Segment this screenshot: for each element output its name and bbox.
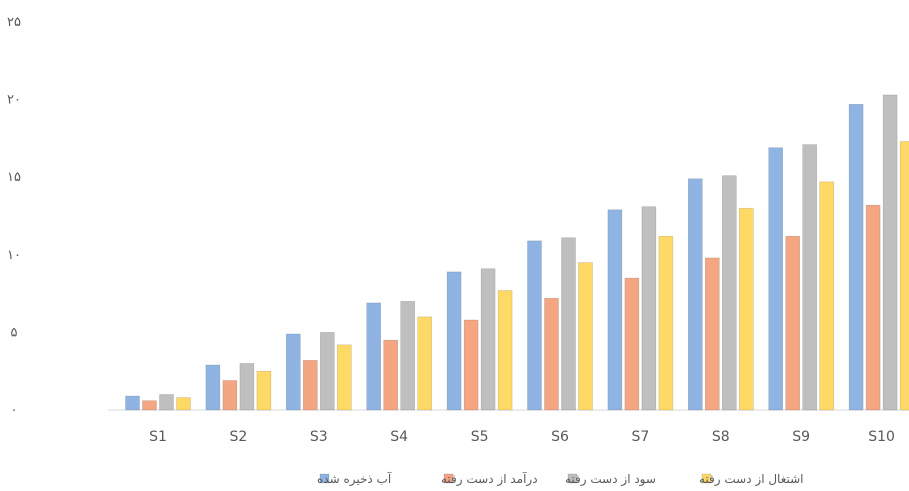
bar-s9-series-2 [785, 235, 801, 411]
bar-s8-series-3 [721, 175, 737, 411]
legend-swatch-series-2 [443, 473, 454, 484]
y-tick-label: ۲۰ [7, 93, 21, 108]
x-tick-label-s4: S4 [390, 429, 408, 445]
x-tick-label-s8: S8 [712, 429, 730, 445]
bar-s7-series-3 [641, 206, 657, 411]
x-tick-label-s9: S9 [792, 429, 810, 445]
x-tick-label-s5: S5 [471, 429, 489, 445]
legend: آب ذخیره شده درآمد از دست رفته سود از دست … [317, 471, 804, 487]
legend-label-series-2: درآمد از دست رفته [441, 471, 538, 487]
bar-s8-series-4 [738, 207, 754, 411]
legend-swatch-series-4 [701, 473, 712, 484]
bar-s2-series-2 [222, 380, 238, 411]
bar-s4-series-4 [417, 316, 433, 411]
bar-s3-series-3 [319, 332, 335, 411]
bar-s2-series-3 [239, 363, 255, 411]
bar-s9-series-3 [802, 144, 818, 411]
bar-s5-series-3 [480, 268, 496, 411]
x-tick-label-s6: S6 [551, 429, 569, 445]
bar-s6-series-4 [578, 262, 593, 411]
bar-s10-series-3 [882, 94, 898, 411]
bar-s10-series-4 [899, 141, 909, 411]
bar-s6-series-3 [561, 237, 576, 411]
legend-swatch-series-1 [319, 473, 330, 484]
y-tick-label: ۵ [11, 325, 18, 340]
bar-s4-series-2 [383, 339, 399, 411]
x-tick-label-s10: S10 [868, 429, 895, 445]
y-tick-label: ۲۵ [7, 15, 21, 30]
x-tick-label-s2: S2 [230, 429, 248, 445]
bar-s5-series-1 [446, 271, 462, 411]
bar-s7-series-4 [658, 235, 674, 411]
bar-s3-series-4 [336, 344, 352, 411]
legend-label-series-4: اشتغال از دست رفته [699, 472, 804, 487]
bars-group [125, 94, 909, 411]
legend-label-series-1: آب ذخیره شده [317, 471, 392, 487]
bar-s7-series-1 [607, 209, 623, 411]
bar-s2-series-4 [256, 370, 272, 411]
bar-s4-series-1 [366, 302, 382, 411]
legend-swatch-series-3 [567, 473, 578, 484]
bar-s8-series-2 [704, 257, 720, 411]
x-axis: S1 S2 S3 S4 S5 S6 S7 S8 S9 S10 [149, 429, 895, 445]
y-tick-label: ۱۵ [7, 170, 21, 185]
legend-label-series-3: سود از دست رفته [565, 472, 656, 487]
bar-s4-series-3 [400, 301, 416, 411]
bar-s3-series-2 [302, 360, 318, 411]
bar-s6-series-2 [544, 297, 559, 411]
bar-s7-series-2 [624, 277, 640, 411]
x-tick-label-s3: S3 [310, 429, 328, 445]
bar-s6-series-1 [527, 240, 542, 411]
x-tick-label-s1: S1 [149, 429, 167, 445]
bar-s8-series-1 [687, 178, 703, 411]
bar-s1-series-2 [142, 400, 157, 411]
bar-s10-series-2 [865, 204, 881, 411]
bar-s5-series-4 [497, 290, 513, 411]
bar-s9-series-4 [819, 181, 835, 411]
bar-s5-series-2 [463, 319, 479, 411]
bar-s10-series-1 [848, 103, 864, 411]
bar-s1-series-1 [125, 395, 140, 411]
bar-s1-series-4 [176, 397, 191, 411]
y-tick-label: ۱۰ [7, 248, 21, 263]
bar-s1-series-3 [159, 394, 174, 411]
bar-s2-series-1 [205, 364, 221, 411]
x-tick-label-s7: S7 [632, 429, 650, 445]
bar-s3-series-1 [285, 333, 301, 411]
bar-s9-series-1 [768, 147, 784, 411]
y-tick-label: ۰ [11, 403, 18, 418]
y-axis: ۰ ۵ ۱۰ ۱۵ ۲۰ ۲۵ [7, 15, 21, 418]
